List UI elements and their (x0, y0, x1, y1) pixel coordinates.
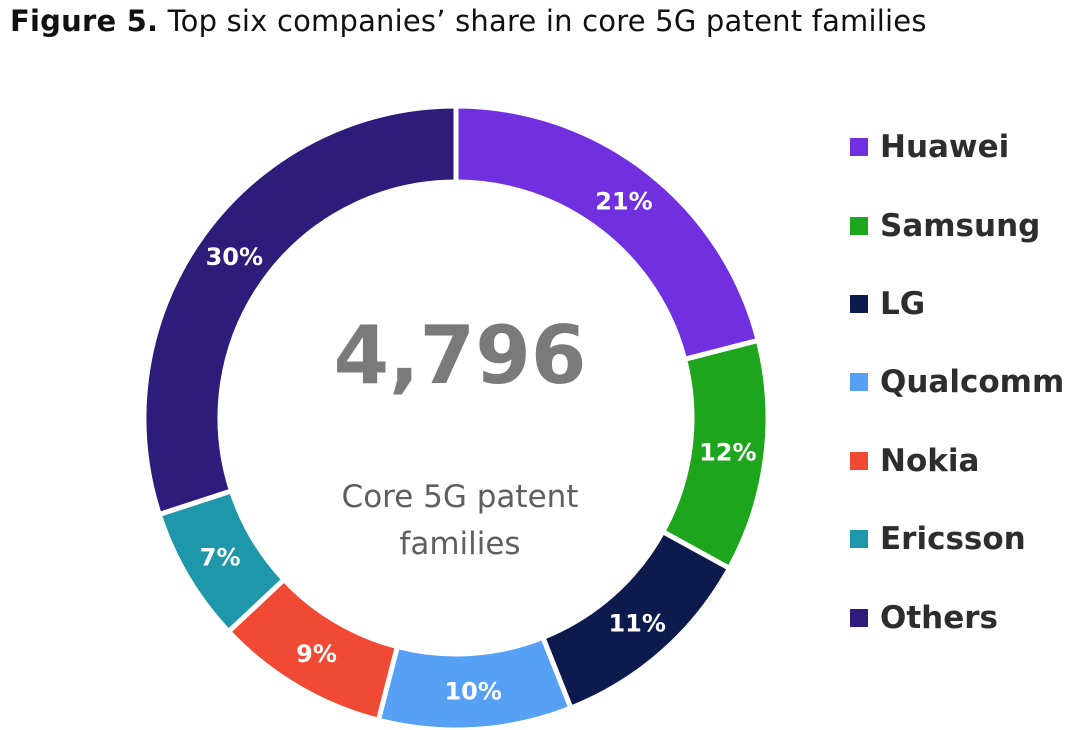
center-caption: Core 5G patent families (300, 474, 620, 567)
legend-swatch (850, 294, 868, 313)
legend-item-qualcomm: Qualcomm (850, 343, 1064, 421)
legend-label: Ericsson (880, 521, 1026, 558)
slice-label-lg: 11% (608, 610, 665, 638)
legend-label: Huawei (880, 129, 1010, 166)
slice-label-ericsson: 7% (200, 543, 241, 571)
figure-label: Figure 5. (10, 4, 159, 38)
figure-title: Figure 5. Top six companies’ share in co… (10, 4, 927, 38)
slice-label-others: 30% (206, 243, 263, 271)
legend-label: LG (880, 285, 926, 322)
slice-label-qualcomm: 10% (444, 677, 501, 705)
legend-item-samsung: Samsung (850, 186, 1064, 264)
legend-label: Nokia (880, 442, 980, 479)
legend-item-others: Others (850, 578, 1064, 656)
legend-swatch (850, 608, 868, 627)
legend-item-huawei: Huawei (850, 108, 1064, 186)
legend-swatch (850, 373, 868, 392)
slice-label-nokia: 9% (296, 640, 337, 668)
slice-label-samsung: 12% (699, 438, 756, 466)
legend-label: Others (880, 599, 999, 636)
legend-item-lg: LG (850, 265, 1064, 343)
legend-item-ericsson: Ericsson (850, 500, 1064, 578)
center-caption-line-2: families (399, 525, 521, 562)
chart-legend: Huawei Samsung LG Qualcomm Nokia Ericsson Othe… (850, 108, 1064, 657)
legend-item-nokia: Nokia (850, 422, 1064, 500)
center-caption-line-1: Core 5G patent (341, 479, 579, 515)
legend-label: Qualcomm (880, 364, 1065, 401)
legend-swatch (850, 530, 868, 549)
donut-slice-others (141, 103, 459, 518)
slice-label-huawei: 21% (595, 187, 652, 215)
legend-swatch (850, 216, 868, 235)
legend-swatch (850, 138, 868, 157)
legend-label: Samsung (880, 207, 1041, 244)
legend-swatch (850, 451, 868, 470)
figure-caption: Top six companies’ share in core 5G pate… (167, 4, 927, 38)
center-total: 4,796 (333, 309, 587, 402)
